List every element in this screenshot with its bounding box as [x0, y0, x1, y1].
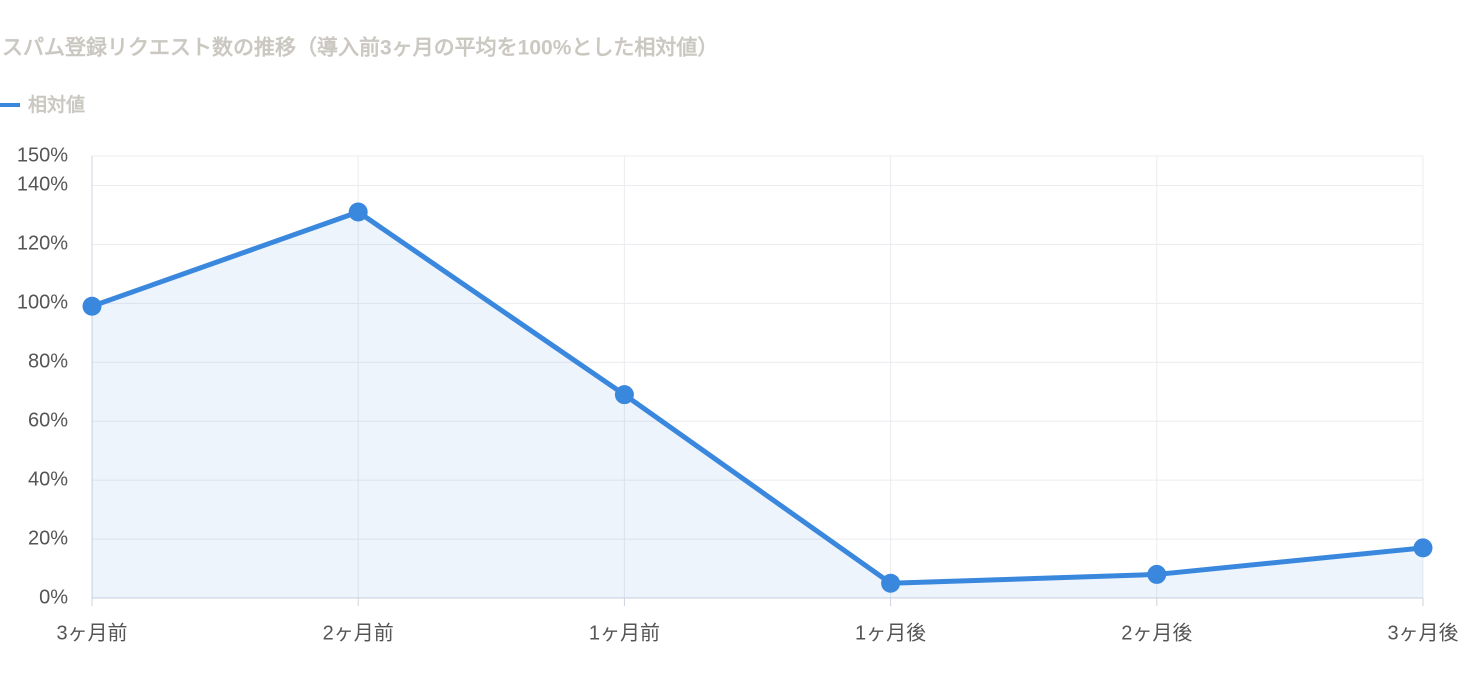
x-tick-label: 2ヶ月前 — [323, 621, 394, 644]
y-tick-label: 100% — [17, 292, 68, 314]
area — [92, 211, 1423, 598]
point — [881, 573, 901, 593]
x-tick-label: 1ヶ月後 — [855, 621, 926, 644]
line — [91, 209, 1424, 586]
x-tick-label: 1ヶ月前 — [589, 621, 660, 644]
point — [348, 202, 368, 222]
y-tick-label: 80% — [28, 351, 68, 373]
point — [1147, 564, 1167, 584]
point — [82, 296, 102, 316]
y-tick-label: 20% — [28, 527, 68, 549]
legend-label: 相対値 — [28, 93, 85, 116]
y-tick-label: 120% — [17, 233, 68, 255]
point — [1413, 538, 1433, 558]
y-tick-label: 60% — [28, 409, 68, 431]
x-tick-label: 3ヶ月後 — [1387, 621, 1458, 644]
point — [614, 385, 634, 405]
chart-title: スパム登録リクエスト数の推移（導入前3ヶ月の平均を100%とした相対値） — [2, 36, 718, 60]
y-tick-label: 140% — [17, 174, 68, 196]
x-tick-label: 2ヶ月後 — [1121, 621, 1192, 644]
y-tick-label: 40% — [28, 468, 68, 490]
y-tick-label: 150% — [17, 144, 68, 166]
y-tick-label: 0% — [39, 586, 68, 608]
x-tick-label: 3ヶ月前 — [56, 621, 127, 644]
